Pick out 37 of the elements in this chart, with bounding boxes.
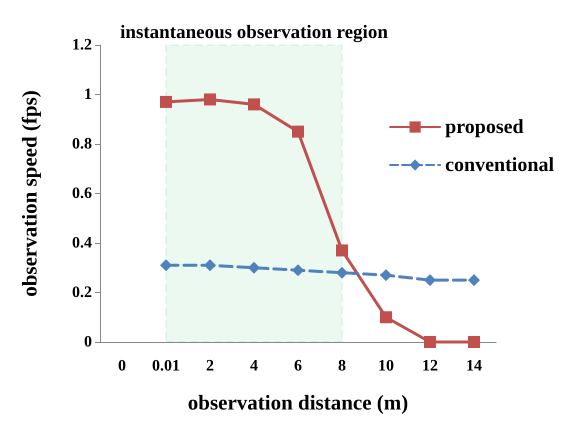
point — [424, 274, 436, 286]
y-tick-label: 1 — [84, 86, 92, 103]
y-tick-label: 0 — [84, 334, 92, 350]
point — [380, 269, 392, 282]
point — [160, 259, 172, 272]
point — [248, 262, 260, 274]
legend-label: conventional — [445, 154, 554, 176]
point — [204, 259, 216, 272]
y-tick-label: 1.2 — [72, 36, 92, 54]
point — [424, 336, 436, 348]
x-tick-label: 6 — [294, 358, 302, 374]
point — [468, 274, 480, 286]
x-tick-label: 10 — [378, 358, 394, 374]
point — [248, 98, 260, 110]
band-label: instantaneous observation region — [120, 22, 388, 43]
x-tick-label: 4 — [250, 358, 258, 374]
point — [292, 264, 304, 276]
point — [336, 266, 348, 279]
x-tick-label: 0 — [118, 358, 126, 374]
y-tick-label: 0.4 — [72, 234, 92, 252]
point — [160, 96, 172, 108]
y-axis-title: observation speed (fps) — [18, 90, 42, 297]
x-tick-label: 14 — [466, 358, 482, 374]
point — [468, 336, 480, 348]
point — [336, 244, 348, 256]
y-tick-label: 0.8 — [72, 136, 92, 152]
point — [380, 311, 392, 324]
point — [204, 93, 216, 106]
y-tick-label: 0.6 — [72, 185, 92, 202]
legend-label: proposed — [445, 116, 524, 138]
x-tick-label: 0.01 — [152, 358, 180, 374]
x-tick-label: 12 — [422, 358, 438, 374]
x-tick-label: 2 — [206, 358, 214, 374]
x-axis-title: observation distance (m) — [188, 390, 408, 414]
point — [292, 126, 304, 138]
y-tick-label: 0.2 — [72, 284, 92, 301]
x-tick-label: 8 — [338, 358, 346, 374]
